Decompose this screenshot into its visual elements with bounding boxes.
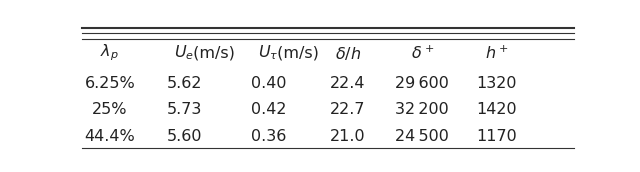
Text: 0.42: 0.42 [251,102,286,117]
Text: $U_e$: $U_e$ [174,44,194,62]
Text: 21.0: 21.0 [330,129,365,144]
Text: 24 500: 24 500 [396,129,449,144]
Text: 22.4: 22.4 [330,76,365,91]
Text: $\delta^+$: $\delta^+$ [411,45,434,62]
Text: 5.73: 5.73 [166,102,202,117]
Text: $h^+$: $h^+$ [485,45,508,62]
Text: 0.40: 0.40 [251,76,286,91]
Text: $U_\tau$: $U_\tau$ [259,44,278,62]
Text: 5.60: 5.60 [166,129,202,144]
Text: 44.4%: 44.4% [84,129,135,144]
Text: (m/s): (m/s) [273,46,319,61]
Text: 22.7: 22.7 [330,102,365,117]
Text: $\delta/h$: $\delta/h$ [335,45,361,62]
Text: 32 200: 32 200 [396,102,449,117]
Text: 1420: 1420 [476,102,517,117]
Text: (m/s): (m/s) [188,46,235,61]
Text: 25%: 25% [92,102,127,117]
Text: 5.62: 5.62 [166,76,202,91]
Text: 0.36: 0.36 [251,129,286,144]
Text: 6.25%: 6.25% [84,76,135,91]
Text: $\lambda_p$: $\lambda_p$ [100,43,119,63]
Text: 1170: 1170 [476,129,517,144]
Text: 29 600: 29 600 [396,76,449,91]
Text: 1320: 1320 [476,76,517,91]
